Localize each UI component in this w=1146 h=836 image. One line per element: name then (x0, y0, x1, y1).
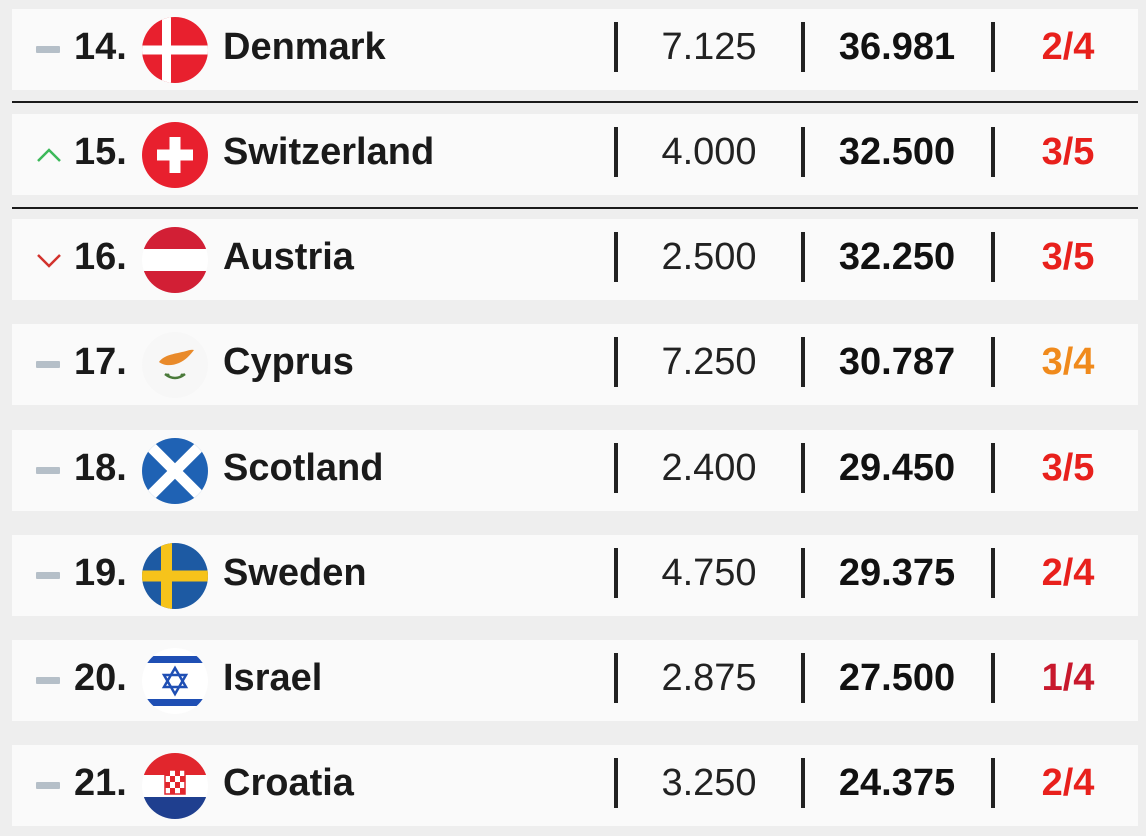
rank: 18. (74, 447, 127, 489)
austria-flag-icon (142, 227, 208, 293)
qualified-fraction: 3/5 (1041, 236, 1095, 278)
separator (614, 758, 618, 808)
rank: 17. (74, 341, 127, 383)
separator (614, 232, 618, 282)
score-value: 2.500 (661, 236, 757, 278)
total-value: 29.375 (838, 552, 956, 594)
separator (801, 548, 805, 598)
separator (991, 127, 995, 177)
country-name: Switzerland (223, 131, 435, 173)
rank: 14. (74, 26, 127, 68)
total-value: 27.500 (838, 657, 956, 699)
cyprus-flag-icon (142, 332, 208, 398)
israel-flag-icon (142, 648, 208, 714)
separator (801, 127, 805, 177)
separator (991, 337, 995, 387)
qualified-fraction: 3/5 (1041, 447, 1095, 489)
denmark-flag-icon (142, 17, 208, 83)
trend-up-icon (37, 148, 61, 162)
separator (991, 653, 995, 703)
rank: 16. (74, 236, 127, 278)
table-row[interactable]: 16. Austria 2.500 32.250 3/5 (12, 219, 1138, 300)
country-name: Scotland (223, 447, 384, 489)
country-name: Sweden (223, 552, 367, 594)
table-row[interactable]: 19. Sweden 4.750 29.375 2/4 (12, 535, 1138, 616)
score-value: 2.875 (661, 657, 757, 699)
total-value: 24.375 (838, 762, 956, 804)
qualified-fraction: 2/4 (1041, 552, 1095, 594)
qualified-fraction: 2/4 (1041, 26, 1095, 68)
no-change-icon (36, 361, 60, 368)
rank: 20. (74, 657, 127, 699)
separator (801, 443, 805, 493)
no-change-icon (36, 572, 60, 579)
divider (12, 101, 1138, 103)
separator (991, 443, 995, 493)
country-name: Denmark (223, 26, 386, 68)
qualified-fraction: 2/4 (1041, 762, 1095, 804)
qualified-fraction: 3/5 (1041, 131, 1095, 173)
score-value: 4.000 (661, 131, 757, 173)
qualified-fraction: 1/4 (1041, 657, 1095, 699)
total-value: 29.450 (838, 447, 956, 489)
country-name: Croatia (223, 762, 354, 804)
separator (614, 22, 618, 72)
total-value: 30.787 (838, 341, 956, 383)
table-row[interactable]: 20. Israel 2.875 27.500 1/4 (12, 640, 1138, 721)
separator (801, 232, 805, 282)
rank: 19. (74, 552, 127, 594)
separator (614, 548, 618, 598)
no-change-icon (36, 46, 60, 53)
separator (991, 22, 995, 72)
separator (991, 548, 995, 598)
separator (801, 758, 805, 808)
country-name: Austria (223, 236, 354, 278)
no-change-icon (36, 467, 60, 474)
score-value: 7.125 (661, 26, 757, 68)
separator (614, 127, 618, 177)
separator (991, 232, 995, 282)
separator (614, 337, 618, 387)
divider (12, 207, 1138, 209)
total-value: 32.500 (838, 131, 956, 173)
score-value: 7.250 (661, 341, 757, 383)
no-change-icon (36, 782, 60, 789)
country-name: Israel (223, 657, 323, 699)
separator (991, 758, 995, 808)
score-value: 2.400 (661, 447, 757, 489)
separator (801, 337, 805, 387)
score-value: 3.250 (661, 762, 757, 804)
scotland-flag-icon (142, 438, 208, 504)
table-row[interactable]: 21. Croatia 3.250 24.375 2/4 (12, 745, 1138, 826)
total-value: 36.981 (838, 26, 956, 68)
switzerland-flag-icon (142, 122, 208, 188)
croatia-flag-icon (142, 753, 208, 819)
table-row[interactable]: 17. Cyprus 7.250 30.787 3/4 (12, 324, 1138, 405)
rank: 21. (74, 762, 127, 804)
rank: 15. (74, 131, 127, 173)
sweden-flag-icon (142, 543, 208, 609)
qualified-fraction: 3/4 (1041, 341, 1095, 383)
table-row[interactable]: 15. Switzerland 4.000 32.500 3/5 (12, 114, 1138, 195)
table-row[interactable]: 14. Denmark 7.125 36.981 2/4 (12, 9, 1138, 90)
separator (614, 443, 618, 493)
total-value: 32.250 (838, 236, 956, 278)
separator (801, 22, 805, 72)
trend-down-icon (37, 254, 61, 268)
score-value: 4.750 (661, 552, 757, 594)
separator (801, 653, 805, 703)
table-row[interactable]: 18. Scotland 2.400 29.450 3/5 (12, 430, 1138, 511)
no-change-icon (36, 677, 60, 684)
country-name: Cyprus (223, 341, 354, 383)
separator (614, 653, 618, 703)
